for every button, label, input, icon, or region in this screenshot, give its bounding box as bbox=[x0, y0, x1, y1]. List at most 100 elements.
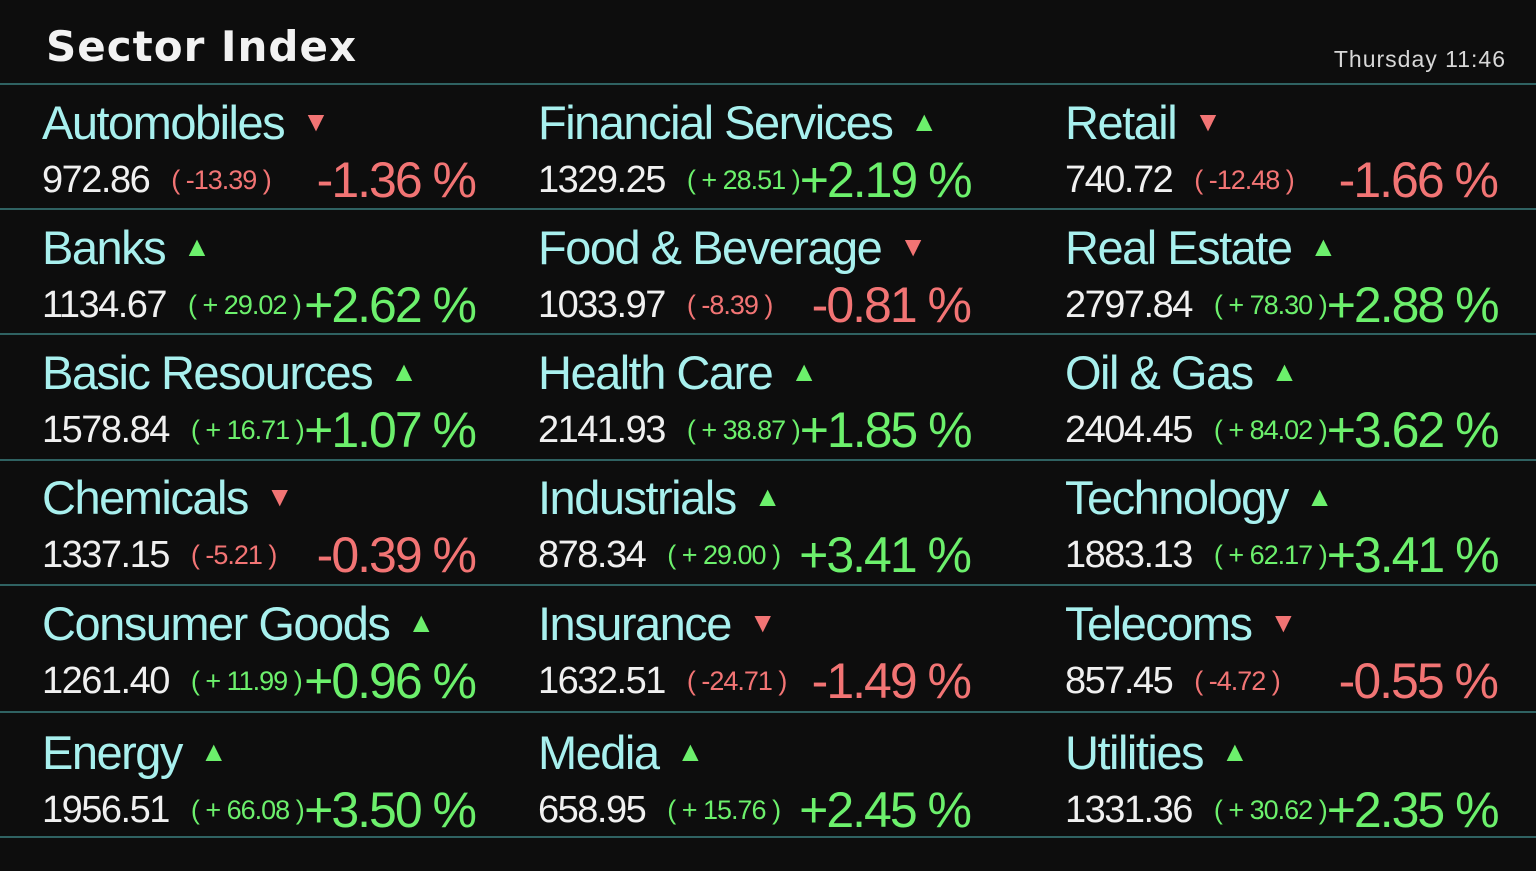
sector-cell: Chemicals ▼ 1337.15 ( -5.21 ) -0.39 % bbox=[42, 461, 477, 585]
row-divider bbox=[0, 208, 1536, 210]
percent-change: +0.96 % bbox=[304, 653, 477, 709]
sector-name: Health Care bbox=[538, 345, 774, 399]
sector-values: 740.72 ( -12.48 ) -1.66 % bbox=[1065, 150, 1499, 210]
index-value: 2404.45 bbox=[1065, 408, 1193, 451]
percent-change: +3.50 % bbox=[304, 782, 477, 838]
up-arrow-icon: ▲ bbox=[790, 356, 819, 387]
index-value: 1337.15 bbox=[42, 533, 170, 576]
sector-name: Utilities bbox=[1065, 725, 1204, 779]
point-change: ( + 66.08 ) bbox=[190, 794, 305, 825]
sector-name: Telecoms bbox=[1065, 596, 1253, 650]
row-divider bbox=[0, 584, 1536, 586]
sector-values: 1632.51 ( -24.71 ) -1.49 % bbox=[538, 651, 972, 711]
point-change: ( + 28.51 ) bbox=[686, 164, 801, 195]
point-change: ( -13.39 ) bbox=[171, 164, 272, 195]
sector-values: 658.95 ( + 15.76 ) +2.45 % bbox=[538, 780, 972, 840]
sector-header: Real Estate ▲ bbox=[1065, 219, 1337, 275]
index-value: 972.86 bbox=[42, 158, 151, 201]
sector-header: Technology ▲ bbox=[1065, 469, 1334, 525]
point-change: ( + 30.62 ) bbox=[1213, 794, 1328, 825]
index-value: 1632.51 bbox=[538, 659, 666, 702]
up-arrow-icon: ▲ bbox=[1305, 481, 1334, 512]
sector-cell: Telecoms ▼ 857.45 ( -4.72 ) -0.55 % bbox=[1065, 587, 1499, 711]
index-value: 2797.84 bbox=[1065, 283, 1193, 326]
percent-change: -0.39 % bbox=[316, 527, 477, 583]
percent-change: +2.62 % bbox=[304, 277, 477, 333]
down-arrow-icon: ▼ bbox=[302, 106, 330, 137]
sector-values: 1883.13 ( + 62.17 ) +3.41 % bbox=[1065, 525, 1500, 585]
point-change: ( -4.72 ) bbox=[1194, 665, 1281, 696]
sector-values: 2141.93 ( + 38.87 ) +1.85 % bbox=[538, 400, 973, 460]
sector-cell: Financial Services ▲ 1329.25 ( + 28.51 ) +2.… bbox=[538, 86, 973, 209]
sector-values: 1134.67 ( + 29.02 ) +2.62 % bbox=[42, 275, 477, 335]
point-change: ( + 11.99 ) bbox=[190, 665, 303, 696]
sector-name: Industrials bbox=[538, 470, 737, 524]
sector-header: Retail ▼ bbox=[1065, 94, 1222, 150]
sector-values: 1337.15 ( -5.21 ) -0.39 % bbox=[42, 525, 477, 585]
point-change: ( -12.48 ) bbox=[1194, 164, 1295, 195]
sector-name: Chemicals bbox=[42, 470, 249, 524]
percent-change: +3.41 % bbox=[1326, 527, 1500, 583]
sector-cell: Insurance ▼ 1632.51 ( -24.71 ) -1.49 % bbox=[538, 587, 972, 711]
sector-cell: Health Care ▲ 2141.93 ( + 38.87 ) +1.85 % bbox=[538, 336, 973, 460]
percent-change: +3.41 % bbox=[799, 527, 972, 583]
sector-cell: Utilities ▲ 1331.36 ( + 30.62 ) +2.35 % bbox=[1065, 716, 1500, 839]
sector-cell: Consumer Goods ▲ 1261.40 ( + 11.99 ) +0.96 % bbox=[42, 587, 477, 711]
index-value: 1578.84 bbox=[42, 408, 170, 451]
sector-values: 1261.40 ( + 11.99 ) +0.96 % bbox=[42, 651, 477, 711]
point-change: ( + 15.76 ) bbox=[667, 794, 781, 825]
index-value: 1033.97 bbox=[538, 283, 666, 326]
sector-header: Energy ▲ bbox=[42, 724, 228, 780]
sector-header: Food & Beverage ▼ bbox=[538, 219, 927, 275]
sector-name: Technology bbox=[1065, 470, 1289, 524]
point-change: ( -5.21 ) bbox=[190, 539, 278, 570]
point-change: ( + 29.00 ) bbox=[667, 539, 781, 570]
percent-change: +2.88 % bbox=[1326, 277, 1500, 333]
sector-values: 1956.51 ( + 66.08 ) +3.50 % bbox=[42, 780, 477, 840]
percent-change: +2.35 % bbox=[1326, 782, 1500, 838]
sector-cell: Food & Beverage ▼ 1033.97 ( -8.39 ) -0.81 % bbox=[538, 211, 972, 335]
sector-name: Financial Services bbox=[538, 95, 894, 149]
up-arrow-icon: ▲ bbox=[676, 736, 705, 767]
sector-values: 1033.97 ( -8.39 ) -0.81 % bbox=[538, 275, 972, 335]
sector-header: Media ▲ bbox=[538, 724, 704, 780]
sector-cell: Oil & Gas ▲ 2404.45 ( + 84.02 ) +3.62 % bbox=[1065, 336, 1500, 459]
sector-header: Banks ▲ bbox=[42, 219, 211, 275]
point-change: ( -8.39 ) bbox=[686, 289, 774, 320]
index-value: 1956.51 bbox=[42, 788, 170, 831]
up-arrow-icon: ▲ bbox=[183, 231, 211, 262]
sector-header: Health Care ▲ bbox=[538, 344, 818, 400]
index-value: 1329.25 bbox=[538, 158, 666, 201]
point-change: ( + 29.02 ) bbox=[188, 289, 302, 320]
sector-name: Oil & Gas bbox=[1065, 345, 1254, 399]
sector-values: 878.34 ( + 29.00 ) +3.41 % bbox=[538, 525, 972, 585]
sector-header: Telecoms ▼ bbox=[1065, 595, 1297, 651]
point-change: ( + 16.71 ) bbox=[190, 414, 305, 445]
sector-name: Insurance bbox=[538, 596, 732, 650]
sector-header: Insurance ▼ bbox=[538, 595, 777, 651]
index-value: 2141.93 bbox=[538, 408, 666, 451]
point-change: ( + 78.30 ) bbox=[1213, 289, 1328, 320]
up-arrow-icon: ▲ bbox=[407, 607, 436, 638]
sector-cell: Technology ▲ 1883.13 ( + 62.17 ) +3.41 % bbox=[1065, 461, 1500, 585]
down-arrow-icon: ▼ bbox=[1194, 106, 1222, 137]
sector-cell: Banks ▲ 1134.67 ( + 29.02 ) +2.62 % bbox=[42, 211, 477, 335]
index-value: 740.72 bbox=[1065, 158, 1174, 201]
up-arrow-icon: ▲ bbox=[1220, 736, 1249, 767]
sector-values: 2797.84 ( + 78.30 ) +2.88 % bbox=[1065, 275, 1500, 335]
clock: Thursday 11:46 bbox=[1333, 46, 1506, 72]
percent-change: +2.19 % bbox=[799, 152, 973, 208]
sector-header: Utilities ▲ bbox=[1065, 724, 1249, 780]
percent-change: -0.55 % bbox=[1338, 653, 1499, 709]
index-value: 1883.13 bbox=[1065, 533, 1193, 576]
percent-change: -1.36 % bbox=[316, 152, 477, 208]
sector-cell: Industrials ▲ 878.34 ( + 29.00 ) +3.41 % bbox=[538, 461, 972, 585]
percent-change: +2.45 % bbox=[799, 782, 972, 838]
point-change: ( -24.71 ) bbox=[686, 665, 788, 696]
sector-cell: Retail ▼ 740.72 ( -12.48 ) -1.66 % bbox=[1065, 86, 1499, 210]
row-divider bbox=[0, 459, 1536, 461]
percent-change: -0.81 % bbox=[811, 277, 972, 333]
sector-name: Food & Beverage bbox=[538, 220, 883, 274]
index-value: 1261.40 bbox=[42, 659, 170, 702]
sector-values: 857.45 ( -4.72 ) -0.55 % bbox=[1065, 651, 1499, 711]
